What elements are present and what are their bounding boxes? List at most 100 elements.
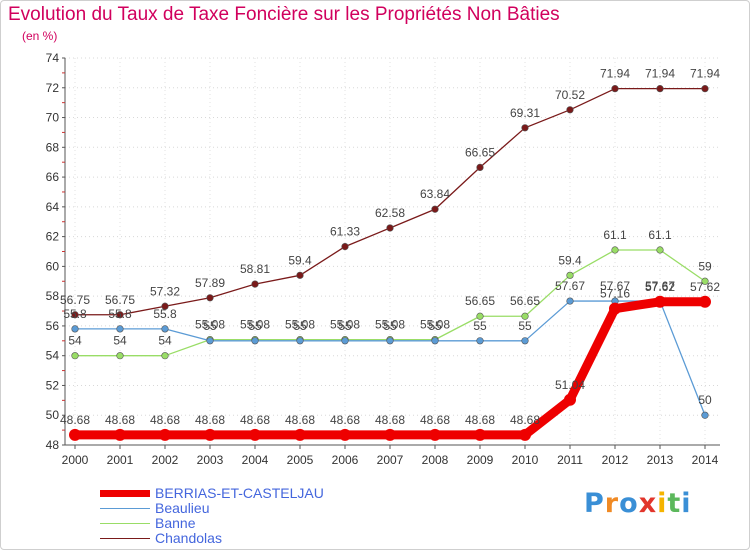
data-point (206, 294, 214, 302)
data-point (71, 325, 79, 333)
data-label: 58.81 (240, 262, 270, 276)
data-point (654, 295, 666, 308)
data-label: 55 (293, 319, 307, 333)
data-label: 66.65 (465, 145, 495, 159)
data-point (341, 242, 349, 251)
x-tick-label: 2004 (242, 453, 269, 467)
data-label: 54 (158, 334, 172, 348)
data-label: 63.84 (420, 187, 450, 201)
data-label: 55 (428, 319, 442, 333)
data-label: 56.65 (510, 294, 540, 308)
data-point (474, 428, 486, 441)
data-label: 55.08 (195, 318, 225, 332)
x-tick-label: 2000 (62, 453, 89, 467)
logo-letter: x (638, 488, 658, 519)
data-label: 48.68 (420, 413, 450, 427)
data-label: 55.08 (330, 318, 360, 332)
data-label: 48.68 (195, 413, 225, 427)
data-point (476, 312, 484, 320)
data-point (339, 428, 351, 441)
data-point (71, 352, 79, 360)
data-label: 48.68 (510, 413, 540, 427)
y-tick-label: 52 (46, 378, 60, 392)
data-point (251, 280, 259, 288)
data-point (204, 428, 216, 441)
data-label: 57.62 (690, 280, 720, 294)
legend-label: BERRIAS-ET-CASTELJAU (155, 485, 324, 501)
data-point (429, 428, 441, 441)
data-label: 55.08 (375, 318, 405, 332)
data-point (476, 163, 484, 172)
data-label: 57.67 (645, 279, 675, 293)
logo-letter: i (657, 488, 668, 519)
data-label: 55 (203, 319, 217, 333)
data-label: 55.8 (153, 307, 177, 321)
data-point (116, 311, 124, 319)
data-point (431, 337, 439, 345)
data-label: 48.68 (150, 413, 180, 427)
x-tick-label: 2014 (692, 453, 719, 467)
data-label: 71.94 (645, 67, 675, 81)
data-label: 54 (68, 334, 82, 348)
proxiti-logo: Proxiti (584, 488, 692, 519)
data-point (521, 124, 529, 132)
x-tick-label: 2006 (332, 453, 359, 467)
data-label: 71.94 (600, 67, 630, 81)
data-point (296, 271, 304, 279)
logo-letter: o (619, 488, 639, 519)
data-point (431, 205, 439, 213)
x-tick-label: 2010 (512, 453, 539, 467)
data-label: 48.68 (465, 413, 495, 427)
legend-label: Banne (155, 515, 196, 531)
data-label: 48.68 (60, 413, 90, 427)
y-tick-label: 74 (46, 51, 60, 65)
data-point (251, 337, 259, 345)
legend-label: Chandolas (155, 530, 222, 546)
y-tick-label: 68 (46, 140, 60, 154)
data-label: 55 (518, 319, 532, 333)
data-label: 61.1 (603, 228, 627, 242)
data-label: 55.08 (420, 318, 450, 332)
y-tick-label: 48 (46, 438, 60, 452)
x-tick-label: 2007 (377, 453, 404, 467)
data-label: 57.67 (600, 279, 630, 293)
data-label: 55 (473, 319, 487, 333)
data-label: 59.4 (558, 253, 582, 267)
data-point (519, 428, 531, 441)
data-point (611, 85, 619, 93)
legend-label: Beaulieu (155, 500, 210, 516)
data-label: 48.68 (105, 413, 135, 427)
data-label: 48.68 (375, 413, 405, 427)
data-point (116, 325, 124, 333)
data-point (611, 246, 619, 254)
data-label: 59.4 (288, 253, 312, 267)
logo-letter: P (584, 488, 605, 519)
data-point (564, 393, 576, 406)
data-label: 55.8 (108, 307, 132, 321)
y-tick-label: 58 (46, 289, 60, 303)
data-label: 59 (698, 259, 712, 273)
y-tick-label: 66 (46, 170, 60, 184)
data-label: 56.75 (105, 293, 135, 307)
data-point (384, 428, 396, 441)
x-tick-label: 2012 (602, 453, 629, 467)
x-tick-label: 2011 (557, 453, 583, 467)
data-label: 50 (698, 393, 712, 407)
data-label: 57.62 (645, 280, 675, 294)
logo-letter: i (681, 488, 692, 519)
data-label: 69.31 (510, 106, 540, 120)
data-label: 57.89 (195, 276, 225, 290)
data-label: 57.32 (150, 284, 180, 298)
data-point (249, 428, 261, 441)
y-tick-label: 62 (46, 230, 60, 244)
data-label: 62.58 (375, 206, 405, 220)
logo-letter: t (667, 488, 682, 519)
data-point (386, 337, 394, 345)
data-label: 54 (113, 334, 127, 348)
y-axis-unit: (en %) (22, 29, 58, 43)
data-label: 55.08 (285, 318, 315, 332)
data-point (161, 302, 169, 310)
y-tick-label: 60 (46, 259, 60, 273)
